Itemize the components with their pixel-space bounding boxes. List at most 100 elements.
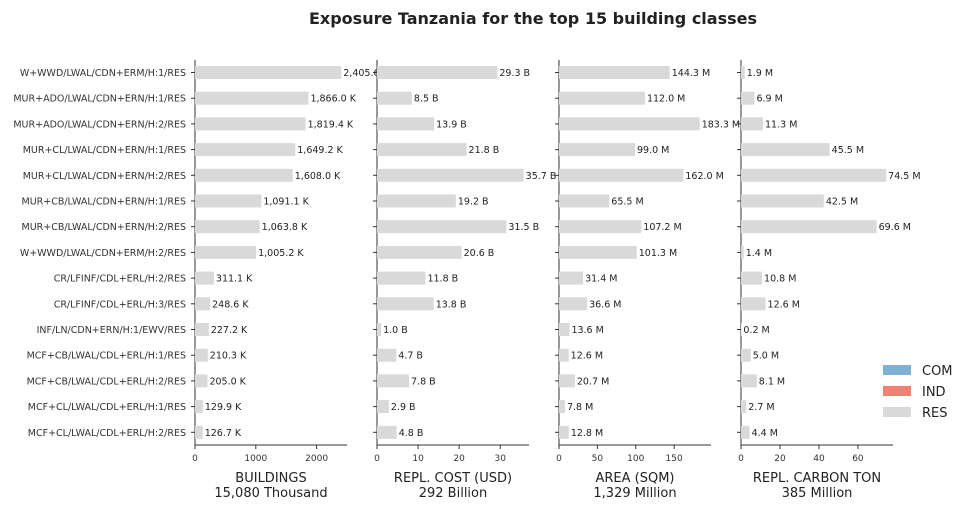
x-tick-label: 50 — [592, 454, 604, 464]
bar — [741, 374, 757, 388]
data-label: 1,649.2 K — [297, 145, 343, 156]
bar — [195, 245, 257, 259]
data-label: 4.8 B — [399, 428, 424, 439]
bar — [377, 400, 389, 414]
data-label: 8.5 B — [414, 94, 439, 105]
data-label: 101.3 M — [639, 248, 677, 259]
data-label: 7.8 B — [411, 376, 436, 387]
bar — [559, 194, 610, 208]
legend-swatch — [883, 365, 911, 375]
bar — [741, 245, 744, 259]
bar — [195, 66, 342, 79]
data-label: 99.0 M — [637, 145, 669, 156]
bar — [559, 168, 684, 182]
x-axis-label: BUILDINGS — [235, 471, 306, 486]
data-label: 42.5 M — [826, 197, 858, 208]
data-label: 4.7 B — [398, 351, 423, 362]
data-label: 10.8 M — [764, 274, 796, 285]
x-tick-label: 0 — [374, 454, 380, 464]
panel-2: 29.3 B 8.5 B 13.9 B 21.8 B 35.7 B 19.2 B 31.5 … — [373, 60, 556, 501]
data-label: 45.5 M — [832, 145, 864, 156]
data-label: 11.3 M — [765, 119, 797, 130]
legend-label: IND — [922, 385, 946, 400]
data-label: 183.3 M — [702, 119, 740, 130]
category-label: MCF+CB/LWAL/CDL+ERL/H:1/RES — [27, 351, 186, 362]
data-label: 13.6 M — [571, 325, 603, 336]
data-label: 1.4 M — [746, 248, 772, 259]
category-label: MUR+CL/LWAL/CDN+ERN/H:1/RES — [23, 145, 186, 156]
data-label: 1.0 B — [383, 325, 408, 336]
bar — [559, 271, 584, 285]
data-label: 1,866.0 K — [310, 94, 356, 105]
bar — [377, 374, 410, 388]
category-label: CR/LFINF/CDL+ERL/H:2/RES — [54, 274, 186, 285]
bar — [195, 168, 293, 182]
bar — [559, 66, 670, 79]
bar — [377, 143, 467, 157]
bar — [195, 323, 209, 336]
data-label: 1,005.2 K — [258, 248, 304, 259]
bar — [377, 348, 397, 362]
category-label: W+WWD/LWAL/CDN+ERM/H:2/RES — [20, 248, 186, 259]
x-tick-label: 10 — [412, 454, 424, 464]
chart-title: Exposure Tanzania for the top 15 buildin… — [309, 9, 757, 28]
data-label: 144.3 M — [672, 68, 710, 79]
data-label: 12.6 M — [768, 299, 800, 310]
panel-4: 1.9 M 6.9 M 11.3 M 45.5 M 74.5 M 42.5 M 69.6 M… — [737, 60, 921, 501]
category-label: MCF+CB/LWAL/CDL+ERL/H:2/RES — [27, 376, 186, 387]
bar — [195, 271, 214, 285]
category-label: MUR+CL/LWAL/CDN+ERN/H:2/RES — [23, 171, 186, 182]
data-label: 0.2 M — [743, 325, 769, 336]
bar — [195, 348, 208, 362]
bar — [195, 297, 211, 311]
data-label: 2,405.6 K — [343, 68, 389, 79]
x-axis-subtitle: 1,329 Million — [593, 486, 676, 501]
data-label: 5.0 M — [753, 351, 779, 362]
bar — [741, 220, 877, 234]
x-tick-label: 30 — [495, 454, 507, 464]
bar — [559, 220, 642, 234]
legend-swatch — [883, 407, 911, 417]
bar — [195, 374, 208, 388]
data-label: 13.9 B — [436, 119, 467, 130]
data-label: 65.5 M — [611, 197, 643, 208]
bar — [559, 374, 575, 388]
bar — [741, 271, 763, 285]
bar — [195, 220, 260, 234]
data-label: 1,063.8 K — [262, 222, 308, 233]
legend-label: COM — [922, 364, 953, 379]
bar — [195, 143, 296, 157]
data-label: 8.1 M — [759, 376, 785, 387]
legend-label: RES — [922, 406, 948, 421]
bar — [559, 425, 569, 439]
x-tick-label: 40 — [813, 454, 825, 464]
bar — [741, 194, 824, 208]
category-label: W+WWD/LWAL/CDN+ERM/H:1/RES — [20, 68, 186, 79]
bar — [741, 168, 887, 182]
bar — [741, 348, 751, 362]
data-label: 227.2 K — [211, 325, 248, 336]
bar — [559, 400, 565, 414]
data-label: 162.0 M — [685, 171, 723, 182]
bar — [559, 91, 645, 105]
bar — [195, 425, 203, 439]
bar — [377, 220, 507, 234]
x-axis-subtitle: 15,080 Thousand — [214, 486, 327, 501]
bar — [377, 66, 498, 79]
bar — [195, 117, 306, 131]
data-label: 205.0 K — [209, 376, 246, 387]
data-label: 69.6 M — [879, 222, 911, 233]
data-label: 248.6 K — [212, 299, 249, 310]
data-label: 4.4 M — [752, 428, 778, 439]
x-axis-subtitle: 385 Million — [782, 486, 853, 501]
chart-panels: 2,405.6 K 1,866.0 K 1,819.4 K 1,649.2 K 1,60… — [13, 60, 921, 501]
panel-1: 2,405.6 K 1,866.0 K 1,819.4 K 1,649.2 K 1,60… — [191, 60, 390, 501]
category-label: MCF+CL/LWAL/CDL+ERL/H:2/RES — [28, 428, 186, 439]
data-label: 311.1 K — [216, 274, 253, 285]
x-axis-label: AREA (SQM) — [595, 471, 674, 486]
bar — [559, 143, 635, 157]
chart-legend: COM IND RES — [883, 364, 953, 421]
x-axis-label: REPL. CARBON TON — [753, 471, 881, 486]
data-label: 2.7 M — [748, 402, 774, 413]
